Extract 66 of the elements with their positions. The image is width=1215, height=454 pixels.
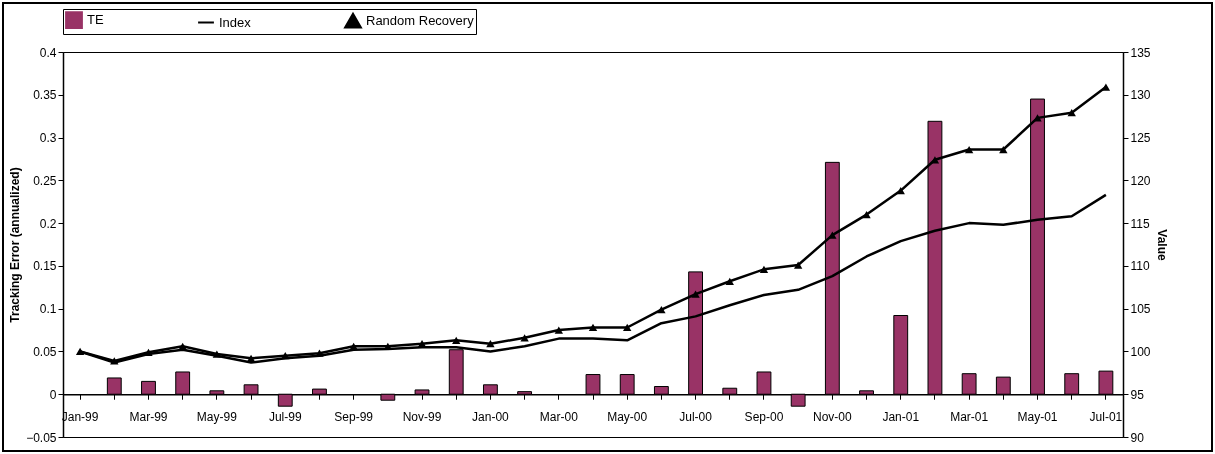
y2-tick-label: 90 bbox=[1130, 430, 1145, 445]
x-tick-label: Nov-99 bbox=[402, 409, 442, 424]
point bbox=[896, 186, 905, 195]
y2-tick-label: 135 bbox=[1130, 45, 1151, 60]
point bbox=[1033, 114, 1042, 122]
point bbox=[759, 265, 769, 273]
point bbox=[793, 261, 803, 269]
point bbox=[246, 354, 256, 362]
point bbox=[315, 349, 324, 357]
x-tick-label: May-00 bbox=[607, 409, 648, 424]
x-tick-label: Jan-00 bbox=[472, 409, 510, 424]
y-tick-label: 0 bbox=[49, 387, 57, 402]
legend-label: TE bbox=[87, 12, 104, 28]
x-tick-label: Mar-01 bbox=[950, 409, 989, 424]
point bbox=[417, 340, 427, 348]
y-tick-label: 0.35 bbox=[33, 88, 57, 103]
y-tick-label: 0.1 bbox=[39, 302, 57, 317]
y2-tick-label: 115 bbox=[1130, 216, 1150, 231]
y2-tick-label: 105 bbox=[1130, 302, 1151, 317]
y2-tick-label: 100 bbox=[1130, 344, 1151, 359]
y2-tick-label: 130 bbox=[1130, 88, 1151, 103]
x-tick-label: Jul-01 bbox=[1089, 409, 1123, 424]
x-tick-label: Mar-99 bbox=[129, 409, 168, 424]
legend-label: Index bbox=[219, 14, 252, 30]
x-tick-label: Sep-99 bbox=[334, 409, 374, 424]
point bbox=[657, 305, 666, 314]
point bbox=[588, 323, 598, 332]
y-tick-label: 0.05 bbox=[33, 344, 57, 359]
point bbox=[212, 350, 222, 358]
y-tick-label: 0.4 bbox=[39, 45, 57, 60]
point bbox=[1067, 109, 1076, 117]
point bbox=[828, 231, 837, 239]
point bbox=[862, 210, 871, 219]
point bbox=[999, 145, 1008, 154]
x-tick-label: Jan-01 bbox=[882, 409, 920, 424]
y2-tick-label: 120 bbox=[1130, 173, 1151, 188]
point bbox=[691, 290, 700, 298]
point bbox=[349, 342, 358, 350]
point bbox=[964, 145, 974, 154]
point bbox=[623, 323, 632, 332]
y-tick-label: 0.15 bbox=[33, 259, 57, 274]
y-tick-label: 0.3 bbox=[39, 131, 57, 146]
y2-tick-label: 95 bbox=[1130, 387, 1145, 402]
y2-axis-title: Value bbox=[1154, 229, 1169, 261]
x-tick-label: Mar-00 bbox=[539, 409, 579, 424]
y-tick-label: −0.05 bbox=[26, 430, 57, 445]
point bbox=[178, 342, 187, 350]
x-tick-label: Jul-99 bbox=[268, 409, 302, 424]
x-tick-label: Jul-00 bbox=[679, 409, 713, 424]
x-tick-label: Sep-00 bbox=[744, 409, 784, 424]
y-tick-label: 0.2 bbox=[39, 216, 57, 231]
x-tick-label: May-01 bbox=[1017, 409, 1058, 424]
y-axis-title: Tracking Error (annualized) bbox=[8, 167, 23, 323]
legend-label: Random Recovery bbox=[366, 12, 475, 28]
point bbox=[1101, 83, 1111, 91]
x-tick-label: May-99 bbox=[196, 409, 238, 424]
point bbox=[486, 340, 495, 348]
point bbox=[281, 352, 290, 360]
y-tick-label: 0.25 bbox=[33, 173, 57, 188]
y2-tick-label: 110 bbox=[1130, 259, 1150, 274]
point bbox=[554, 326, 563, 334]
point bbox=[452, 336, 461, 344]
y2-tick-label: 125 bbox=[1130, 131, 1151, 146]
point bbox=[725, 277, 734, 285]
x-tick-label: Nov-00 bbox=[813, 409, 853, 424]
point bbox=[520, 334, 529, 342]
